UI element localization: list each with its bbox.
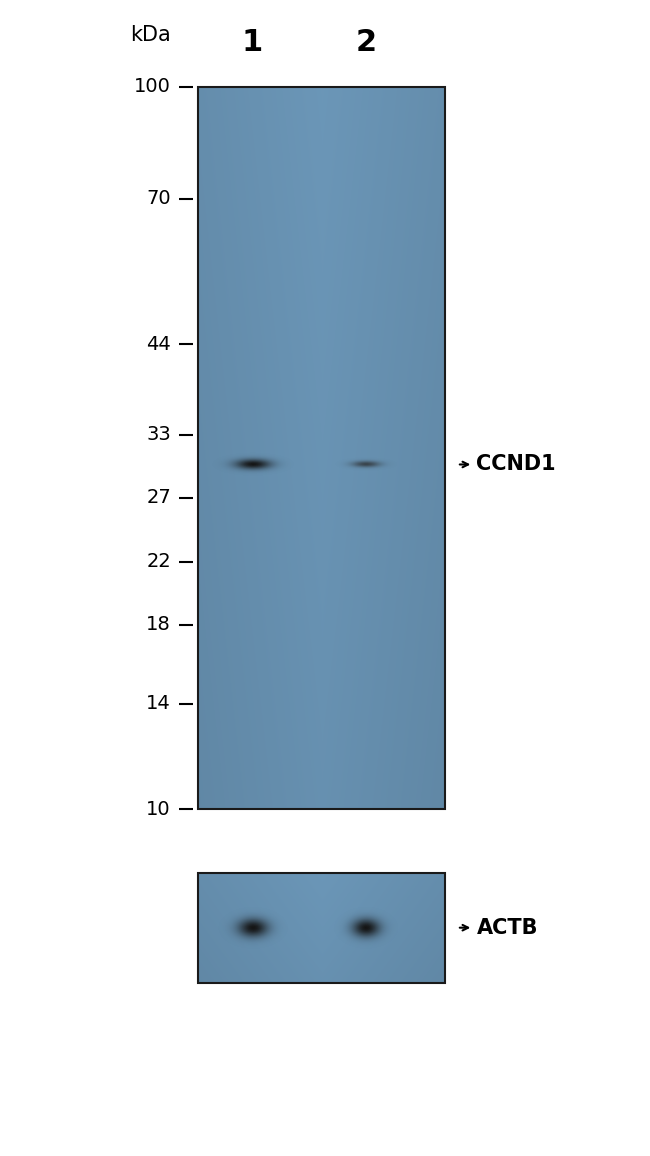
Text: kDa: kDa xyxy=(130,24,171,45)
Text: 100: 100 xyxy=(134,77,171,96)
Text: 44: 44 xyxy=(146,335,171,354)
Text: 27: 27 xyxy=(146,488,171,507)
Text: 70: 70 xyxy=(146,190,171,208)
Text: 33: 33 xyxy=(146,425,171,444)
Text: 14: 14 xyxy=(146,694,171,713)
Text: 2: 2 xyxy=(356,28,377,58)
Text: 10: 10 xyxy=(146,800,171,818)
Bar xyxy=(198,87,445,809)
Text: 22: 22 xyxy=(146,553,171,571)
Bar xyxy=(198,873,445,983)
Text: 1: 1 xyxy=(242,28,263,58)
Text: 18: 18 xyxy=(146,615,171,635)
Text: CCND1: CCND1 xyxy=(476,454,556,474)
Text: ACTB: ACTB xyxy=(476,918,538,938)
